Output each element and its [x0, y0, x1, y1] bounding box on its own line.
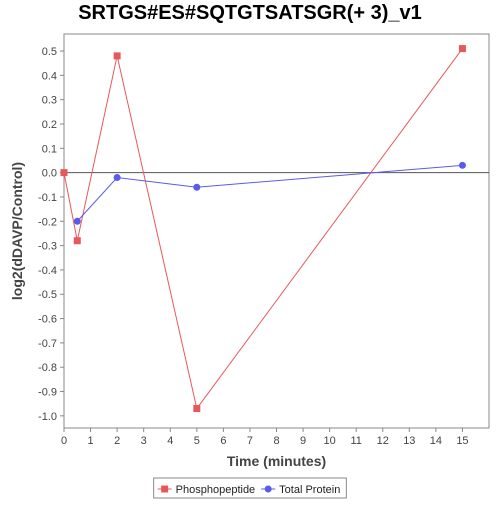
y-tick-label: 0.4	[42, 70, 57, 82]
y-tick-label: 0.1	[42, 143, 57, 155]
x-tick-label: 6	[220, 435, 226, 447]
y-tick-label: -0.2	[38, 216, 57, 228]
y-tick-label: -0.7	[38, 338, 57, 350]
y-tick-label: -0.9	[38, 387, 57, 399]
y-tick-label: 0.2	[42, 119, 57, 131]
x-tick-label: 11	[350, 435, 361, 447]
x-tick-label: 4	[167, 435, 173, 447]
y-tick-label: -0.5	[38, 289, 57, 301]
data-point	[73, 237, 81, 245]
legend-label: Total Protein	[279, 484, 340, 496]
x-tick-label: 3	[141, 435, 147, 447]
x-tick-label: 1	[88, 435, 94, 447]
x-tick-label: 5	[194, 435, 200, 447]
legend-label: Phosphopeptide	[176, 484, 256, 496]
data-point	[193, 405, 201, 413]
legend: Phosphopeptide Total Protein	[153, 477, 347, 499]
data-point	[73, 217, 81, 225]
y-tick-label: -1.0	[38, 411, 57, 423]
legend-square-icon	[161, 485, 169, 493]
x-tick-label: 8	[273, 435, 279, 447]
axis-ticks: 0 1 2 3 4 5 6 7 8 9 10 11 12 13 14 150.50.40.30.20.10.0…	[38, 46, 469, 447]
data-point	[458, 161, 466, 169]
x-tick-label: 0	[61, 435, 67, 447]
legend-circle-icon	[264, 485, 272, 493]
x-tick-label: 12	[377, 435, 389, 447]
legend-item: Phosphopeptide	[157, 484, 256, 496]
y-tick-label: 0.5	[42, 46, 57, 58]
y-tick-label: 0.0	[42, 168, 57, 180]
x-tick-label: 9	[300, 435, 306, 447]
data-point	[113, 173, 121, 181]
data-point	[458, 45, 466, 53]
y-tick-label: -0.6	[38, 314, 57, 326]
x-tick-label: 13	[403, 435, 415, 447]
y-axis-label: log2(dDAVP/Control)	[9, 162, 25, 300]
y-tick-label: -0.1	[38, 192, 57, 204]
legend-item: Total Protein	[261, 484, 340, 496]
y-tick-label: -0.4	[38, 265, 57, 277]
data-point	[113, 52, 121, 60]
x-axis-label: Time (minutes)	[227, 453, 326, 469]
x-tick-label: 14	[430, 435, 442, 447]
series-total-protein	[73, 161, 466, 225]
data-point	[193, 183, 201, 191]
x-tick-label: 7	[247, 435, 253, 447]
data-point	[60, 169, 68, 177]
x-tick-label: 15	[456, 435, 468, 447]
series-line	[76, 164, 463, 222]
y-tick-label: -0.3	[38, 241, 57, 253]
y-tick-label: 0.3	[42, 95, 57, 107]
chart-title: SRTGS#ES#SQTGTSATSGR(+ 3)_v1	[78, 2, 422, 24]
series-layer	[60, 45, 466, 413]
plot-area	[63, 33, 490, 429]
x-tick-label: 10	[324, 435, 336, 447]
x-tick-label: 2	[114, 435, 120, 447]
legend-box	[153, 477, 347, 499]
y-tick-label: -0.8	[38, 362, 57, 374]
series-phosphopeptide	[60, 45, 466, 413]
